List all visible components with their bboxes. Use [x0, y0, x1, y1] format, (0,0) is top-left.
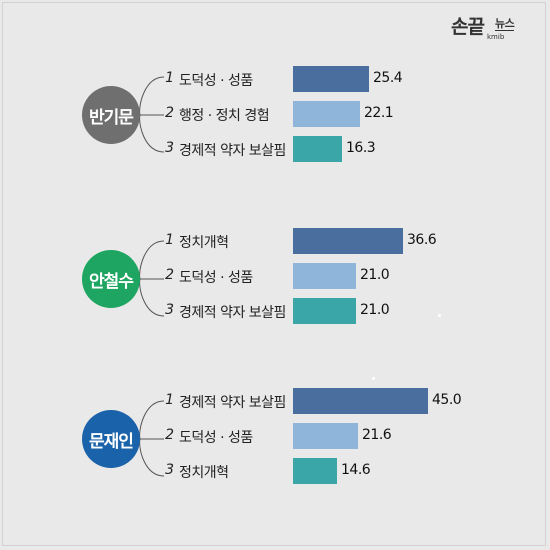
category-label: 도덕성 · 성품: [179, 73, 253, 89]
bar: [293, 458, 337, 484]
bar: [293, 423, 358, 449]
bar-row: 3 경제적 약자 보살핌 21.0: [0, 298, 550, 326]
bar: [293, 388, 428, 414]
rank-number: 1: [165, 232, 174, 248]
rank-number: 3: [165, 302, 174, 318]
candidate-badge: 문재인: [82, 410, 140, 468]
value-label: 21.6: [362, 427, 392, 443]
bar-row: 2 행정 · 정치 경험 22.1: [0, 101, 550, 129]
bar-row: 3 경제적 약자 보살핌 16.3: [0, 136, 550, 164]
rank-number: 3: [165, 462, 174, 478]
category-label: 경제적 약자 보살핌: [179, 305, 286, 321]
value-label: 45.0: [432, 392, 462, 408]
bar-row: 2 도덕성 · 성품 21.6: [0, 423, 550, 451]
candidate-group-moon: 문재인 1 경제적 약자 보살핌 45.0 2 도덕성 · 성품 21.6 3 …: [0, 377, 550, 494]
category-label: 도덕성 · 성품: [179, 270, 253, 286]
rank-number: 2: [165, 105, 174, 121]
bar: [293, 298, 356, 324]
chart-frame: [2, 2, 546, 546]
value-label: 16.3: [346, 140, 376, 156]
rank-number: 2: [165, 427, 174, 443]
bar-row: 1 경제적 약자 보살핌 45.0: [0, 388, 550, 416]
value-label: 14.6: [341, 462, 371, 478]
category-label: 경제적 약자 보살핌: [179, 143, 286, 159]
bar: [293, 263, 356, 289]
bar-row: 2 도덕성 · 성품 21.0: [0, 263, 550, 291]
rank-number: 2: [165, 267, 174, 283]
category-label: 정치개혁: [179, 235, 229, 251]
value-label: 21.0: [360, 302, 390, 318]
brand-logo: 손끝 뉴스 kmib: [451, 12, 547, 42]
candidate-badge: 반기문: [82, 86, 140, 144]
rank-number: 1: [165, 70, 174, 86]
candidate-group-ban: 반기문 1 도덕성 · 성품 25.4 2 행정 · 정치 경험 22.1 3 …: [0, 60, 550, 170]
value-label: 22.1: [364, 105, 394, 121]
candidate-group-ahn: 안철수 1 정치개혁 36.6 2 도덕성 · 성품 21.0 3 경제적 약자…: [0, 224, 550, 334]
rank-number: 3: [165, 140, 174, 156]
decorative-dot: [372, 377, 375, 380]
bar: [293, 136, 342, 162]
decorative-dot: [438, 314, 441, 317]
category-label: 경제적 약자 보살핌: [179, 395, 286, 411]
category-label: 도덕성 · 성품: [179, 430, 253, 446]
bar: [293, 101, 360, 127]
value-label: 25.4: [373, 70, 403, 86]
category-label: 정치개혁: [179, 465, 229, 481]
brand-sub-text: 뉴스: [495, 17, 515, 31]
value-label: 21.0: [360, 267, 390, 283]
bar-row: 1 정치개혁 36.6: [0, 228, 550, 256]
rank-number: 1: [165, 392, 174, 408]
brand-main-text: 손끝: [451, 16, 485, 38]
brand-small-text: kmib: [487, 33, 505, 41]
category-label: 행정 · 정치 경험: [179, 108, 270, 124]
bar: [293, 66, 369, 92]
bar: [293, 228, 403, 254]
bar-row: 3 정치개혁 14.6: [0, 458, 550, 486]
bar-row: 1 도덕성 · 성품 25.4: [0, 66, 550, 94]
candidate-badge: 안철수: [82, 250, 140, 308]
value-label: 36.6: [407, 232, 437, 248]
